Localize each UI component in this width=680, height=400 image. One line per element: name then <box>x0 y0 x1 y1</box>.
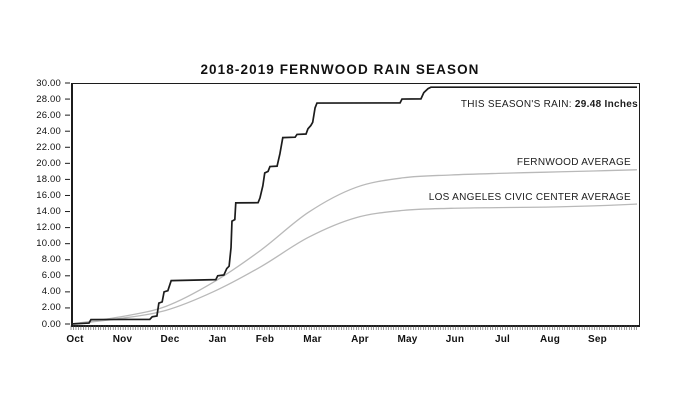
y-tick-label: 2.00 <box>41 302 61 314</box>
chart-title: 2018-2019 FERNWOOD RAIN SEASON <box>200 62 480 77</box>
x-tick-label: Mar <box>303 334 322 345</box>
x-tick-label: May <box>397 334 418 345</box>
x-tick-label: Dec <box>160 334 180 345</box>
y-tick-label: 18.00 <box>36 173 61 185</box>
y-tick-label: 20.00 <box>36 157 61 169</box>
x-tick-label: Oct <box>66 334 84 345</box>
y-tick-label: 30.00 <box>36 77 61 89</box>
x-tick-label: Aug <box>539 334 561 345</box>
y-tick-label: 28.00 <box>36 93 61 105</box>
this-season-rain-label: THIS SEASON'S RAIN: 29.48 Inches <box>461 99 638 110</box>
y-tick-label: 6.00 <box>41 270 61 282</box>
x-tick-label: Apr <box>351 334 369 345</box>
daily-minor-ticks <box>70 325 637 330</box>
y-tick-label: 14.00 <box>36 206 61 218</box>
y-tick-label: 12.00 <box>36 222 61 234</box>
y-tick-label: 4.00 <box>41 286 61 298</box>
y-tick-label: 8.00 <box>41 254 61 266</box>
series-line-la-civic-center-average <box>70 203 638 325</box>
series-line-fernwood-average <box>70 169 638 325</box>
series-line-this-season-rain <box>70 86 637 325</box>
y-tick-label: 22.00 <box>36 141 61 153</box>
x-tick-label: Sep <box>588 334 607 345</box>
x-tick-label: Jun <box>445 334 465 345</box>
this-season-rain-total: 29.48 Inches <box>574 99 638 110</box>
x-tick-label: Feb <box>255 334 275 345</box>
plot-frame <box>71 83 640 327</box>
this-season-rain-label-text: THIS SEASON'S RAIN: <box>460 99 575 110</box>
x-tick-label: Jan <box>208 334 227 345</box>
y-tick-label: 26.00 <box>36 109 61 121</box>
y-tick-label: 24.00 <box>36 125 61 137</box>
y-tick-label: 10.00 <box>36 238 61 250</box>
x-tick-label: Nov <box>112 334 133 345</box>
y-tick-label: 16.00 <box>36 189 61 201</box>
x-tick-label: Jul <box>494 334 511 345</box>
fernwood-average-label: FERNWOOD AVERAGE <box>516 157 631 168</box>
plot-area <box>65 82 638 330</box>
y-tick-label: 0.00 <box>41 318 61 330</box>
la-civic-center-average-label: LOS ANGELES CIVIC CENTER AVERAGE <box>428 192 631 203</box>
